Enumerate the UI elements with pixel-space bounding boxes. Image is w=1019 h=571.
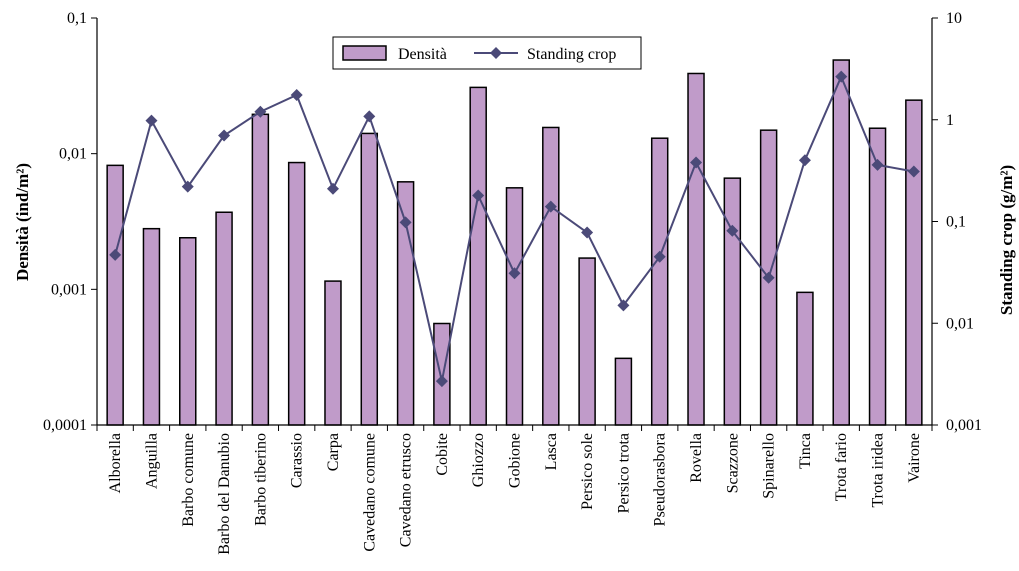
y-right-tick-label: 0,1 <box>946 214 966 231</box>
y-left-tick-label: 0,0001 <box>43 417 87 434</box>
bar-19 <box>796 291 814 426</box>
x-tick-label: Pseudorasbora <box>652 433 669 526</box>
x-tick-label: Cavedano etrusco <box>398 433 415 547</box>
x-tick-label: Vairone <box>906 433 923 483</box>
bar-7 <box>360 132 379 426</box>
standing-crop-point-7 <box>363 110 376 123</box>
tick-labels: 0,0001 0,001 0,01 0,1 0,001 0,01 0,1 1 10 Alborel… <box>43 10 982 555</box>
x-tick-label: Barbo comune <box>180 433 197 527</box>
bar-4 <box>251 113 270 426</box>
standing-crop-point-19 <box>798 154 811 167</box>
standing-crop-point-4 <box>254 105 267 118</box>
standing-crop-point-5 <box>290 89 303 102</box>
x-tick-label: Carpa <box>325 433 342 471</box>
x-tick-label: Trota fario <box>833 433 850 501</box>
standing-crop-point-10 <box>472 189 485 202</box>
bar-20 <box>832 59 850 426</box>
y-left-tick-label: 0,001 <box>51 281 87 298</box>
bar-10 <box>469 86 487 426</box>
bar-13 <box>578 257 596 426</box>
bar-3 <box>215 211 233 426</box>
standing-crop-point-9 <box>435 375 448 388</box>
bar-14 <box>614 357 633 426</box>
y-left-tick-label: 0,01 <box>59 146 87 163</box>
x-tick-label: Ghiozzo <box>470 433 487 487</box>
x-tick-label: Rovella <box>688 433 705 483</box>
x-tick-label: Anguilla <box>143 433 160 489</box>
x-tick-label: Carassio <box>289 433 306 488</box>
standing-crop-point-16 <box>690 156 703 169</box>
y-right-tick-label: 10 <box>946 10 962 27</box>
legend-label-standing-crop: Standing crop <box>527 46 616 63</box>
standing-crop-point-21 <box>871 158 884 171</box>
bar-21 <box>868 127 887 426</box>
legend-marker-standing-crop <box>490 47 502 59</box>
bar-5 <box>287 161 306 426</box>
x-tick-label: Tinca <box>797 433 814 469</box>
standing-crop-point-6 <box>326 182 339 195</box>
line-series-standing-crop <box>109 70 920 388</box>
legend: Densità Standing crop <box>332 36 642 70</box>
axes <box>91 17 938 431</box>
standing-crop-point-8 <box>399 216 412 229</box>
bar-16 <box>687 72 705 426</box>
bar-6 <box>324 280 342 426</box>
y-right-tick-label: 0,01 <box>946 315 974 332</box>
bar-11 <box>505 187 524 426</box>
x-tick-label: Persico sole <box>579 433 596 510</box>
standing-crop-point-2 <box>181 180 194 193</box>
x-tick-label: Trota iridea <box>870 433 887 508</box>
legend-label-densita: Densità <box>398 46 447 63</box>
x-tick-label: Scazzone <box>724 433 741 493</box>
standing-crop-point-1 <box>145 114 158 127</box>
standing-crop-point-11 <box>508 267 521 280</box>
standing-crop-point-3 <box>218 129 231 142</box>
standing-crop-point-20 <box>835 70 848 83</box>
bar-9 <box>433 322 451 426</box>
x-tick-label: Persico trota <box>615 433 632 513</box>
x-tick-label: Spinarello <box>761 433 778 499</box>
x-tick-label: Barbo tiberino <box>252 433 269 526</box>
standing-crop-point-12 <box>544 200 557 213</box>
standing-crop-point-0 <box>109 248 122 261</box>
bar-0 <box>106 164 124 426</box>
y-axis-left-title: Densità (ind/m²) <box>13 163 32 281</box>
x-tick-label: Cavedano comune <box>361 433 378 552</box>
y-right-tick-label: 0,001 <box>946 417 982 434</box>
standing-crop-point-13 <box>581 226 594 239</box>
x-tick-label: Cobite <box>434 433 451 476</box>
y-left-tick-label: 0,1 <box>67 10 87 27</box>
standing-crop-point-17 <box>726 224 739 237</box>
legend-swatch-densita <box>342 45 387 61</box>
standing-crop-point-15 <box>653 250 666 263</box>
bar-22 <box>905 99 923 426</box>
bar-15 <box>650 137 669 426</box>
bar-2 <box>179 237 197 426</box>
standing-crop-point-18 <box>762 271 775 284</box>
x-tick-label: Lasca <box>543 433 560 470</box>
bar-17 <box>723 177 742 426</box>
x-tick-label: Barbo del Danubio <box>216 433 233 555</box>
x-tick-label: Alborella <box>107 433 124 493</box>
standing-crop-point-22 <box>907 165 920 178</box>
y-right-tick-label: 1 <box>946 112 954 129</box>
bar-12 <box>542 126 560 426</box>
bar-series-densita <box>106 59 923 426</box>
y-axis-right-title: Standing crop (g/m²) <box>997 165 1016 315</box>
standing-crop-point-14 <box>617 299 630 312</box>
bar-1 <box>142 227 161 426</box>
x-tick-label: Gobione <box>507 433 524 488</box>
